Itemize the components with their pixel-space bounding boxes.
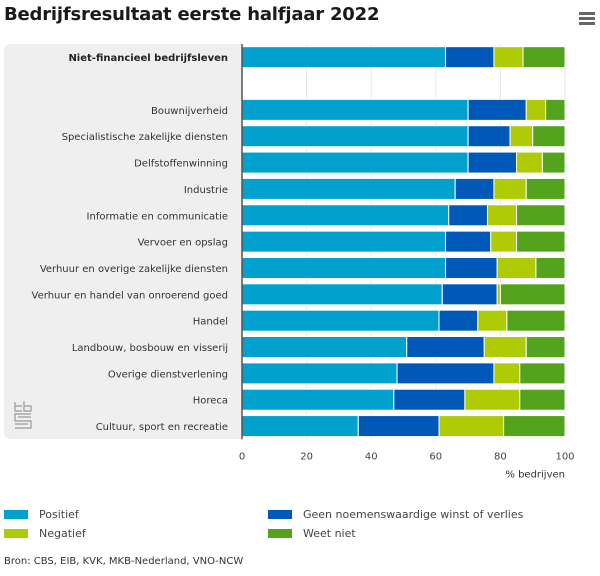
bar-segment	[448, 204, 488, 227]
legend-label: Geen noemenswaardige winst of verlies	[303, 508, 524, 521]
category-label: Landbouw, bosbouw en visserij	[72, 343, 228, 354]
bar-segment	[493, 362, 521, 385]
bar-segment	[406, 336, 485, 359]
bar-segment	[444, 256, 498, 279]
bar-segment	[241, 177, 456, 200]
category-label: Verhuur en handel van onroerend goed	[32, 290, 228, 301]
bar-segment	[519, 388, 566, 411]
bar-segment	[438, 309, 479, 332]
bar-segment	[241, 46, 446, 69]
bar-segment	[241, 256, 446, 279]
bar-segment	[241, 283, 443, 306]
source-note: Bron: CBS, EIB, KVK, MKB-Nederland, VNO-…	[4, 556, 244, 567]
legend-item-positief[interactable]: Positief	[4, 508, 79, 521]
chart-title: Bedrijfsresultaat eerste halfjaar 2022	[4, 4, 380, 25]
bar-segment	[241, 415, 359, 438]
category-label: Industrie	[184, 185, 228, 196]
bar-segment	[496, 256, 537, 279]
bar-segment	[525, 336, 566, 359]
bar-segment	[241, 388, 395, 411]
category-label: Specialistische zakelijke diensten	[62, 132, 228, 143]
bar-segment	[522, 46, 566, 69]
bar-segment	[396, 362, 495, 385]
category-label: Verhuur en overige zakelijke diensten	[40, 264, 228, 275]
x-tick-label: 60	[429, 451, 442, 462]
legend-swatch-positief	[4, 510, 28, 519]
bar-segment	[241, 309, 440, 332]
bar-segment	[241, 125, 469, 148]
bar-segment	[241, 151, 469, 174]
legend-swatch-negatief	[4, 529, 28, 538]
category-label: Bouwnijverheid	[151, 106, 228, 117]
legend-label: Positief	[39, 508, 79, 521]
legend-item-weet-niet[interactable]: Weet niet	[268, 527, 356, 540]
bar-segment	[444, 46, 495, 69]
bar-segment	[525, 98, 547, 121]
category-label: Overige dienstverlening	[108, 369, 228, 380]
bar-segment	[545, 98, 566, 121]
bar-segment	[519, 362, 566, 385]
bar-segment	[516, 204, 566, 227]
category-label: Vervoer en opslag	[138, 238, 228, 249]
bar-segment	[467, 125, 511, 148]
category-label: Handel	[193, 317, 228, 328]
legend-label: Negatief	[39, 527, 86, 540]
category-label-panel	[4, 44, 242, 439]
bar-segment	[357, 415, 440, 438]
category-label: Cultuur, sport en recreatie	[96, 422, 228, 433]
bar-segment	[516, 151, 543, 174]
category-label: Horeca	[193, 396, 228, 407]
bar-segment	[241, 362, 398, 385]
legend-swatch-weet-niet	[268, 529, 292, 538]
bar-segment	[490, 230, 518, 253]
bar-segment	[467, 98, 527, 121]
bar-segment	[499, 283, 566, 306]
bar-segment	[532, 125, 566, 148]
bar-segment	[477, 309, 508, 332]
bar-segment	[483, 336, 527, 359]
bar-segment	[241, 204, 450, 227]
bar-segment	[509, 125, 534, 148]
x-tick-label: 40	[365, 451, 378, 462]
bar-segment	[241, 230, 446, 253]
x-tick-label: 20	[300, 451, 313, 462]
bar-segment	[486, 204, 518, 227]
bar-segment	[541, 151, 566, 174]
bar-segment	[241, 336, 408, 359]
bar-segment	[493, 46, 524, 69]
bar-segment	[444, 230, 492, 253]
bar-segment	[516, 230, 566, 253]
legend-item-geen[interactable]: Geen noemenswaardige winst of verlies	[268, 508, 523, 521]
x-tick-label: 100	[555, 451, 574, 462]
bar-segment	[535, 256, 566, 279]
x-axis-title: % bedrijven	[505, 469, 565, 480]
bar-segment	[525, 177, 566, 200]
bar-segment	[493, 177, 527, 200]
legend-label: Weet niet	[303, 527, 356, 540]
bar-segment	[464, 388, 521, 411]
bar-segment	[441, 283, 498, 306]
bar-segment	[467, 151, 518, 174]
cbs-logo	[14, 401, 32, 429]
category-label: Niet-financieel bedrijfsleven	[68, 53, 228, 64]
hamburger-menu-icon[interactable]	[579, 12, 595, 26]
category-label: Informatie en communicatie	[87, 211, 228, 222]
x-tick-label: 0	[239, 451, 245, 462]
bar-segment	[503, 415, 566, 438]
bar-segment	[438, 415, 505, 438]
x-tick-label: 80	[494, 451, 507, 462]
legend-swatch-geen	[268, 510, 292, 519]
bar-segment	[393, 388, 466, 411]
legend-item-negatief[interactable]: Negatief	[4, 527, 86, 540]
category-label: Delfstoffenwinning	[134, 159, 228, 170]
bar-segment	[506, 309, 566, 332]
bar-segment	[454, 177, 495, 200]
stacked-bar-chart: Niet-financieel bedrijfsleven Bouwnijverh…	[32, 44, 575, 480]
bar-segment	[241, 98, 469, 121]
